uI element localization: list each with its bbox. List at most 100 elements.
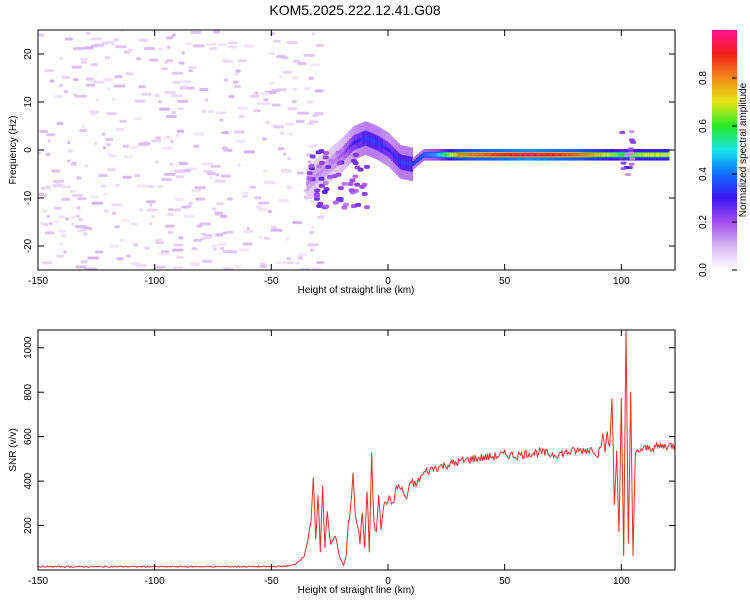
ridge-core: [472, 153, 476, 157]
noise-cell: [85, 31, 91, 35]
ridge-core: [348, 145, 351, 149]
noise-cell: [202, 109, 207, 113]
ridge-core: [361, 137, 365, 141]
noise-cell: [56, 122, 64, 126]
noise-cell: [281, 56, 289, 60]
noise-cell: [315, 43, 325, 47]
noise-cell: [116, 257, 124, 261]
noise-cell: [120, 238, 125, 242]
noise-cell: [70, 215, 76, 219]
ridge-core: [471, 153, 474, 157]
noise-cell: [186, 204, 192, 208]
noise-cell: [138, 38, 148, 42]
noise-cell: [136, 184, 148, 188]
noise-cell: [90, 195, 99, 199]
noise-cell: [71, 65, 82, 69]
ridge-core: [561, 153, 564, 157]
ridge-core: [407, 161, 410, 166]
ridge-core: [461, 153, 464, 157]
ridge-core: [307, 180, 311, 184]
ridge-core: [517, 153, 520, 157]
ridge-core: [615, 153, 618, 157]
onset-cell: [322, 155, 329, 160]
noise-cell: [297, 253, 308, 257]
noise-cell: [240, 191, 249, 195]
noise-cell: [228, 95, 235, 99]
noise-cell: [222, 58, 227, 62]
noise-cell: [127, 48, 134, 52]
ridge-core: [595, 153, 598, 157]
noise-cell: [217, 242, 227, 246]
noise-cell: [171, 71, 184, 75]
ridge-core: [523, 153, 526, 157]
onset-cell: [314, 188, 321, 193]
noise-cell: [287, 156, 291, 160]
noise-cell: [278, 74, 282, 78]
noise-cell: [232, 80, 239, 84]
ridge-core: [644, 153, 647, 157]
ridge-core: [629, 153, 632, 157]
noise-cell: [244, 150, 256, 154]
noise-cell: [76, 214, 80, 218]
ridge-core: [401, 160, 404, 164]
noise-cell: [233, 72, 240, 76]
ridge-core: [414, 160, 417, 164]
ridge-core: [510, 153, 513, 157]
noise-cell: [297, 111, 310, 115]
onset-cell: [332, 200, 339, 205]
ridge-core: [549, 153, 552, 157]
noise-cell: [154, 93, 160, 97]
snr-plot-area: [38, 330, 675, 570]
ridge-core: [552, 153, 556, 157]
ridge-core: [579, 153, 582, 157]
ridge-core: [600, 153, 603, 157]
ridge-core: [508, 153, 512, 157]
noise-cell: [105, 112, 118, 116]
onset-cell: [349, 178, 356, 183]
noise-cell: [175, 175, 184, 179]
disturbance-cell: [627, 147, 634, 151]
noise-cell: [104, 56, 110, 60]
noise-cell: [174, 170, 187, 174]
noise-cell: [236, 106, 248, 110]
x-tick-label: -100: [145, 276, 165, 287]
ridge-core: [476, 153, 479, 157]
ridge-core: [425, 153, 428, 157]
ridge-core: [412, 161, 415, 166]
x-tick-label: -50: [264, 276, 279, 287]
noise-cell: [242, 194, 248, 198]
noise-cell: [191, 189, 202, 193]
noise-cell: [111, 203, 123, 207]
noise-cell: [46, 133, 56, 137]
noise-cell: [225, 250, 238, 254]
ridge-core: [588, 153, 592, 157]
onset-cell: [359, 184, 366, 189]
onset-cell: [357, 167, 364, 172]
noise-cell: [138, 208, 144, 212]
noise-cell: [154, 238, 163, 242]
noise-cell: [103, 192, 107, 196]
y-tick-label: -20: [23, 238, 34, 253]
colorbar: 0.0 0.2 0.4 0.6 0.8 Normalized spectral ampl…: [698, 30, 749, 277]
ridge-core: [373, 139, 376, 144]
noise-cell: [193, 238, 202, 242]
noise-cell: [260, 264, 267, 268]
noise-cell: [67, 141, 71, 145]
noise-cell: [165, 59, 173, 63]
ridge-core: [464, 153, 467, 157]
onset-cell: [352, 161, 359, 166]
noise-cell: [221, 131, 230, 135]
disturbance-cell: [620, 161, 627, 165]
noise-cell: [211, 244, 218, 248]
ridge-core: [371, 139, 374, 143]
ridge-core: [637, 153, 641, 157]
noise-cell: [179, 85, 186, 89]
noise-cell: [277, 199, 289, 203]
ridge-core: [521, 153, 525, 157]
noise-cell: [134, 117, 142, 121]
y-tick-label: 0: [23, 147, 34, 153]
noise-cell: [188, 201, 194, 205]
ridge-core: [592, 153, 595, 157]
noise-cell: [263, 181, 276, 185]
